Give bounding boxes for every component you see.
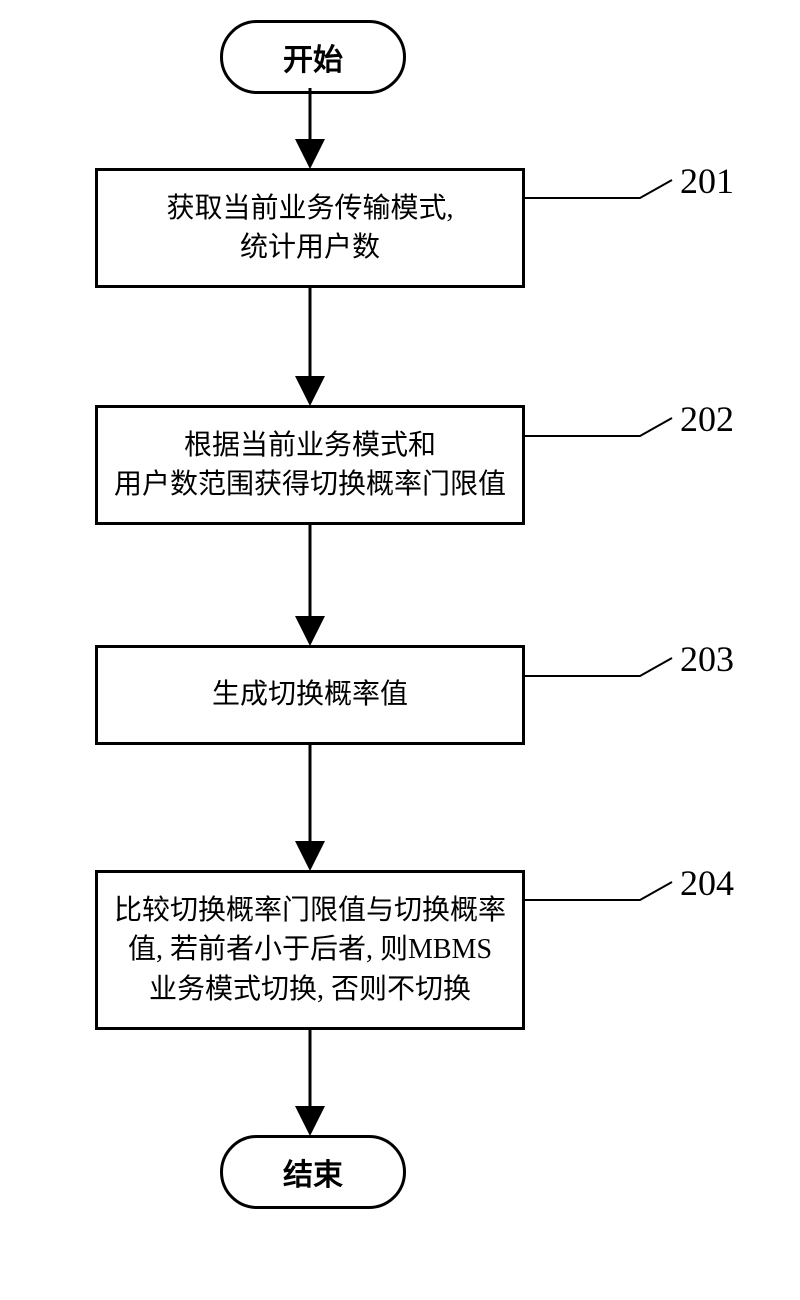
node-step1: 获取当前业务传输模式, 统计用户数 <box>95 168 525 288</box>
node-step4: 比较切换概率门限值与切换概率 值, 若前者小于后者, 则MBMS 业务模式切换,… <box>95 870 525 1030</box>
node-step1-line1: 统计用户数 <box>240 232 380 263</box>
label-203: 203 <box>680 638 734 680</box>
node-step4-line2: 业务模式切换, 否则不切换 <box>149 974 471 1005</box>
node-step4-line1: 值, 若前者小于后者, 则MBMS <box>128 934 492 965</box>
node-step2-line0: 根据当前业务模式和 <box>184 430 436 461</box>
node-step4-line0: 比较切换概率门限值与切换概率 <box>114 895 506 926</box>
label-201: 201 <box>680 160 734 202</box>
label-202: 202 <box>680 398 734 440</box>
flowchart-canvas: 开始 获取当前业务传输模式, 统计用户数 根据当前业务模式和 用户数范围获得切换… <box>0 0 800 1300</box>
node-step1-line0: 获取当前业务传输模式, <box>166 193 453 224</box>
node-start-text: 开始 <box>283 35 343 79</box>
node-step3: 生成切换概率值 <box>95 645 525 745</box>
node-step3-line0: 生成切换概率值 <box>212 679 408 710</box>
node-step3-text: 生成切换概率值 <box>212 675 408 714</box>
node-step2-line1: 用户数范围获得切换概率门限值 <box>114 469 506 500</box>
node-step2-text: 根据当前业务模式和 用户数范围获得切换概率门限值 <box>114 426 506 504</box>
node-step4-text: 比较切换概率门限值与切换概率 值, 若前者小于后者, 则MBMS 业务模式切换,… <box>114 891 506 1009</box>
node-end-text: 结束 <box>283 1150 343 1194</box>
node-step1-text: 获取当前业务传输模式, 统计用户数 <box>166 189 453 267</box>
label-204: 204 <box>680 862 734 904</box>
node-end: 结束 <box>220 1135 406 1209</box>
node-start: 开始 <box>220 20 406 94</box>
node-step2: 根据当前业务模式和 用户数范围获得切换概率门限值 <box>95 405 525 525</box>
